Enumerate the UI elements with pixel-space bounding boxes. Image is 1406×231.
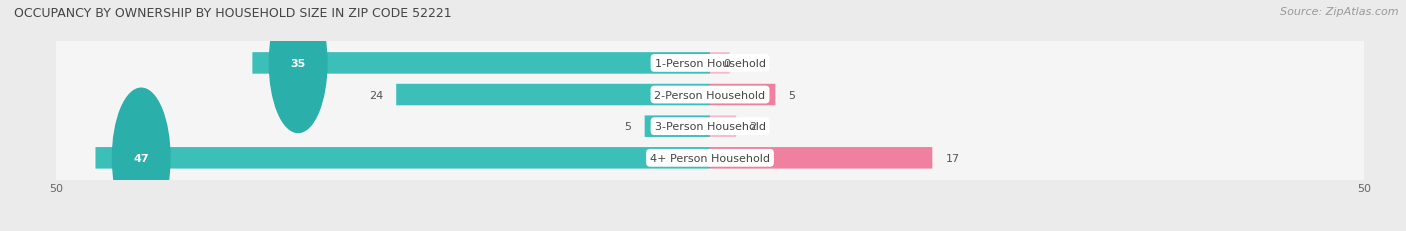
- FancyBboxPatch shape: [396, 84, 710, 106]
- Text: 24: 24: [368, 90, 382, 100]
- Text: 5: 5: [789, 90, 796, 100]
- Text: 2-Person Household: 2-Person Household: [654, 90, 766, 100]
- Text: 0: 0: [723, 59, 730, 69]
- FancyBboxPatch shape: [53, 132, 1367, 186]
- FancyBboxPatch shape: [710, 116, 737, 137]
- FancyBboxPatch shape: [53, 37, 1367, 91]
- FancyBboxPatch shape: [710, 53, 730, 74]
- Text: 5: 5: [624, 122, 631, 132]
- FancyBboxPatch shape: [253, 53, 710, 74]
- FancyBboxPatch shape: [710, 84, 776, 106]
- FancyBboxPatch shape: [710, 147, 932, 169]
- FancyBboxPatch shape: [53, 100, 1367, 153]
- FancyBboxPatch shape: [53, 132, 1367, 185]
- FancyBboxPatch shape: [53, 100, 1367, 154]
- FancyBboxPatch shape: [53, 69, 1367, 122]
- Circle shape: [112, 89, 170, 228]
- Text: 2: 2: [749, 122, 756, 132]
- FancyBboxPatch shape: [96, 147, 710, 169]
- FancyBboxPatch shape: [644, 116, 710, 137]
- Text: 3-Person Household: 3-Person Household: [655, 122, 765, 132]
- Text: 17: 17: [945, 153, 959, 163]
- FancyBboxPatch shape: [53, 37, 1367, 90]
- Text: 4+ Person Household: 4+ Person Household: [650, 153, 770, 163]
- Text: Source: ZipAtlas.com: Source: ZipAtlas.com: [1281, 7, 1399, 17]
- FancyBboxPatch shape: [53, 69, 1367, 123]
- Text: 47: 47: [134, 153, 149, 163]
- Circle shape: [270, 0, 328, 133]
- Text: 35: 35: [291, 59, 305, 69]
- Text: OCCUPANCY BY OWNERSHIP BY HOUSEHOLD SIZE IN ZIP CODE 52221: OCCUPANCY BY OWNERSHIP BY HOUSEHOLD SIZE…: [14, 7, 451, 20]
- Text: 1-Person Household: 1-Person Household: [655, 59, 765, 69]
